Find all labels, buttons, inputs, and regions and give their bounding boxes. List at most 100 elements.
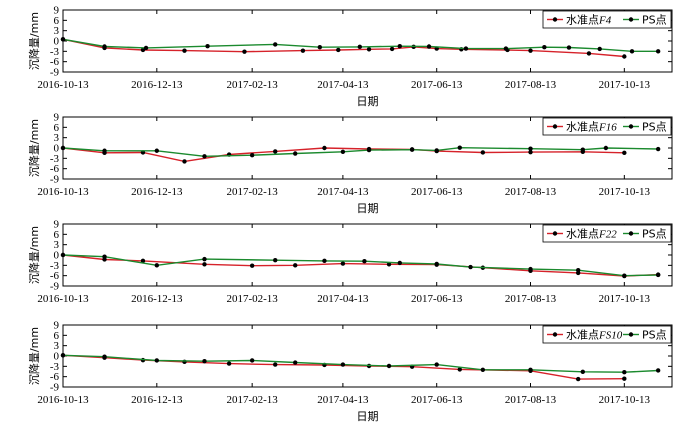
data-point: [60, 252, 66, 258]
data-point: [273, 362, 278, 367]
x-tick-label: 2017-04-13: [317, 79, 369, 91]
y-tick-label: -6: [50, 56, 60, 68]
data-point: [463, 46, 469, 51]
data-point: [566, 45, 572, 50]
data-point: [340, 149, 346, 154]
x-tick-label: 2017-08-13: [505, 186, 557, 198]
data-point: [503, 46, 509, 51]
legend-label-leveling: 水准点F4: [566, 14, 612, 27]
series-ps-point: [60, 145, 661, 159]
series-ps-point: [60, 37, 661, 54]
y-tick-label: -6: [50, 163, 60, 175]
legend-marker: [552, 124, 558, 129]
data-point: [102, 148, 107, 153]
x-tick-label: 2017-04-13: [317, 394, 369, 406]
data-point: [226, 361, 232, 366]
data-point: [154, 148, 160, 153]
data-point: [597, 46, 602, 52]
data-point: [629, 49, 635, 54]
y-tick-label: 6: [54, 15, 60, 27]
y-tick-label: 6: [54, 330, 60, 342]
y-tick-label: -3: [50, 260, 60, 272]
x-tick-label: 2017-10-13: [599, 186, 651, 198]
x-tick-label: 2017-10-13: [599, 394, 651, 406]
series-line: [62, 354, 625, 380]
legend-box: [542, 117, 672, 136]
y-tick-label: 0: [54, 351, 60, 363]
series-leveling-point: [60, 145, 627, 164]
data-point: [655, 49, 661, 54]
x-tick-label: 2017-08-13: [505, 79, 557, 91]
x-tick-label: 2016-10-13: [37, 394, 89, 406]
x-tick-label: 2017-08-13: [505, 394, 557, 406]
series-line: [62, 254, 659, 277]
x-tick-label: 2017-02-13: [226, 293, 278, 305]
data-point: [480, 150, 486, 155]
data-point: [293, 151, 298, 156]
data-point: [457, 145, 462, 150]
legend-marker: [628, 231, 634, 236]
legend: 水准点F4 PS点: [542, 10, 672, 29]
series-leveling-point: [60, 37, 627, 59]
x-tick-label: 2017-02-13: [226, 394, 278, 406]
data-point: [480, 367, 486, 372]
data-point: [622, 273, 627, 278]
data-point: [202, 358, 207, 364]
data-point: [102, 354, 107, 359]
data-point: [249, 153, 255, 158]
data-point: [322, 145, 327, 151]
x-tick-label: 2017-06-13: [411, 394, 463, 406]
y-tick-label: 9: [54, 112, 60, 124]
legend-label-leveling: 水准点F22: [566, 228, 617, 241]
y-tick-label: -9: [50, 281, 60, 293]
y-tick-label: 3: [54, 239, 60, 251]
series-leveling-point: [60, 353, 627, 382]
data-point: [60, 145, 66, 151]
x-tick-label: 2017-02-13: [226, 186, 278, 198]
legend-label-leveling: 水准点FS10: [566, 329, 623, 342]
y-axis-title: 沉降量/mm: [27, 226, 41, 284]
legend-marker: [552, 17, 558, 22]
y-tick-label: 9: [54, 5, 60, 17]
data-point: [580, 147, 586, 152]
data-point: [542, 45, 547, 50]
y-tick-label: 0: [54, 250, 60, 262]
data-point: [528, 266, 533, 272]
data-point: [300, 48, 306, 53]
data-point: [468, 264, 473, 270]
y-tick-label: -9: [50, 67, 60, 79]
data-point: [60, 37, 66, 42]
legend-label-ps: PS点: [642, 14, 667, 27]
data-point: [293, 263, 298, 268]
data-point: [182, 159, 187, 164]
data-point: [397, 260, 402, 266]
data-point: [154, 263, 160, 268]
data-point: [580, 369, 586, 375]
data-point: [366, 47, 372, 52]
data-point: [340, 261, 346, 266]
legend-marker: [552, 332, 558, 337]
data-point: [143, 45, 149, 51]
legend: 水准点F16 PS点: [542, 117, 672, 136]
data-point: [202, 154, 207, 159]
data-point: [426, 44, 432, 49]
data-point: [409, 147, 415, 152]
legend-label-code: F4: [598, 15, 612, 27]
data-point: [528, 149, 533, 155]
x-tick-label: 2017-02-13: [226, 79, 278, 91]
data-point: [586, 51, 592, 56]
legend-label-code: FS10: [598, 330, 623, 342]
data-point: [202, 256, 207, 262]
legend-label-leveling: 水准点F16: [566, 121, 617, 134]
data-point: [622, 54, 627, 59]
data-point: [340, 362, 346, 367]
legend-label-prefix: 水准点: [566, 329, 599, 342]
data-point: [154, 358, 160, 363]
legend-box: [542, 325, 672, 344]
data-point: [575, 267, 581, 273]
data-point: [273, 42, 278, 47]
data-point: [366, 147, 372, 153]
